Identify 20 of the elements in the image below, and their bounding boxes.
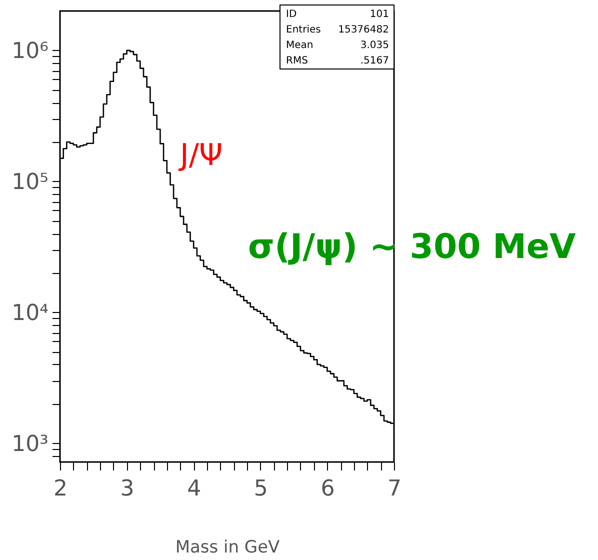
annotation: 15376482 xyxy=(338,24,389,36)
annotation: 101 xyxy=(370,9,389,20)
annotation: .5167 xyxy=(360,56,389,66)
annotation: 3.035 xyxy=(360,40,389,51)
annotation: J/Ψ xyxy=(178,138,223,173)
y-tick-label: 10⁶ xyxy=(12,38,49,64)
x-tick-label: 7 xyxy=(388,476,402,502)
y-tick-label: 10⁵ xyxy=(12,170,48,195)
x-tick-label: 3 xyxy=(120,476,134,502)
annotation: ID xyxy=(286,9,297,20)
x-tick-label: 5 xyxy=(254,476,268,502)
x-tick-label: 4 xyxy=(187,476,202,502)
x-tick-label: 2 xyxy=(54,476,68,502)
annotation: Mean xyxy=(286,40,314,51)
x-axis-title: Mass in GeV xyxy=(175,538,280,558)
x-tick-label: 6 xyxy=(320,476,335,502)
y-tick-label: 10³ xyxy=(12,432,48,457)
annotation: RMS xyxy=(286,56,308,66)
y-tick-label: 10⁴ xyxy=(12,300,49,326)
annotation: Entries xyxy=(286,24,321,36)
